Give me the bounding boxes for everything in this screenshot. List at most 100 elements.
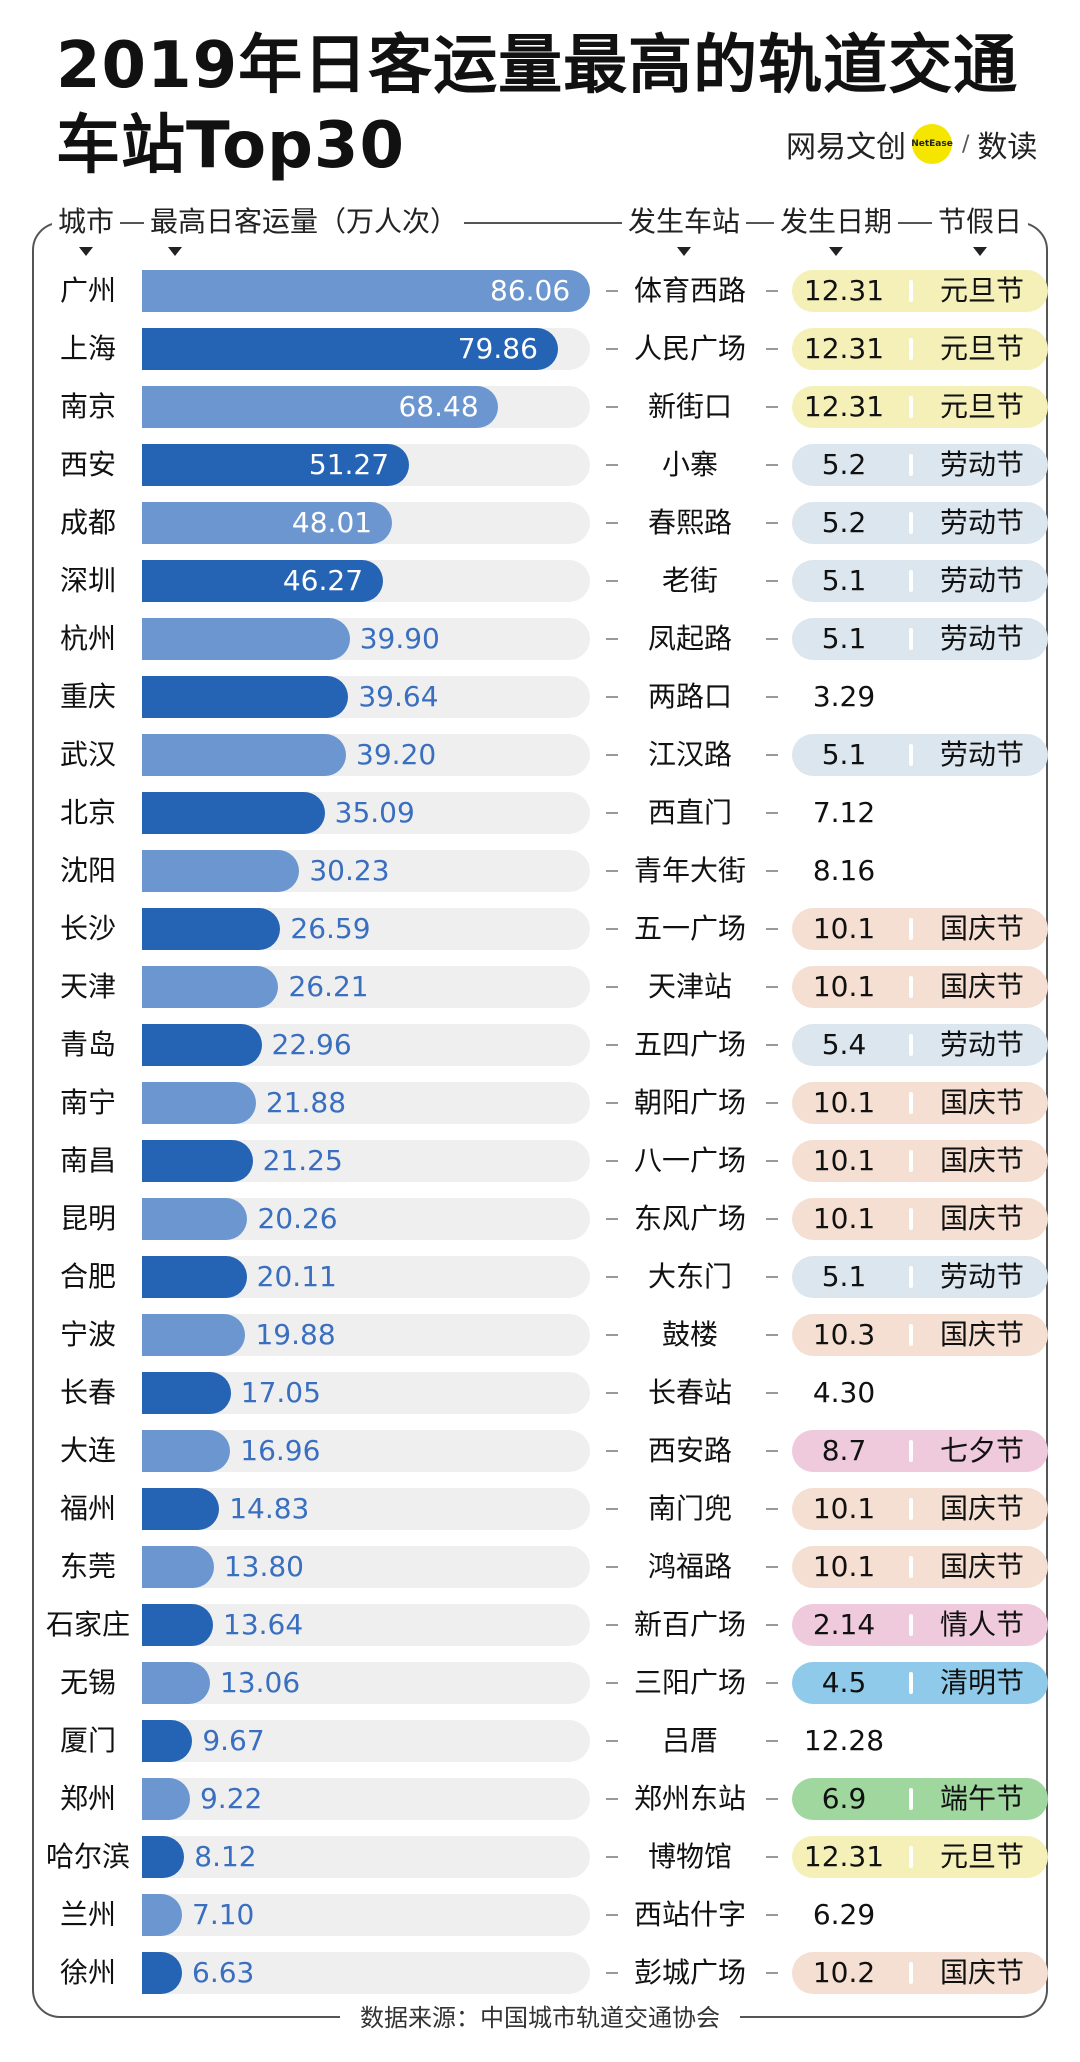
brand-logo: 网易文创 NetEase / 数读 — [786, 122, 1037, 166]
holiday-pill — [792, 618, 1048, 660]
station-label: 鸿福路 — [647, 1550, 732, 1583]
leader-dash — [606, 928, 618, 930]
station-label: 彭城广场 — [633, 1956, 746, 1989]
pill-separator — [909, 1440, 913, 1462]
table-row: 上海 79.86 人民广场 12.31 元旦节 — [0, 320, 1080, 378]
bar-track — [142, 1778, 590, 1820]
leader-dash — [766, 638, 778, 640]
city-label: 杭州 — [59, 622, 116, 655]
pill-separator — [909, 1498, 913, 1520]
bar — [142, 1024, 262, 1066]
bar — [142, 1256, 247, 1298]
holiday-label: 国庆节 — [939, 1202, 1024, 1235]
leader-dash — [766, 1566, 778, 1568]
table-row: 南昌 21.25 八一广场 10.1 国庆节 — [0, 1132, 1080, 1190]
bar-track — [142, 1662, 590, 1704]
date-label: 12.31 — [803, 332, 885, 365]
bar — [142, 966, 279, 1008]
leader-dash — [766, 348, 778, 350]
date-label: 5.2 — [821, 448, 867, 481]
holiday-label: 端午节 — [939, 1782, 1024, 1815]
leader-dash — [606, 406, 618, 408]
bar — [142, 908, 281, 950]
bar — [142, 792, 325, 834]
leader-dash — [606, 464, 618, 466]
column-header-date: 发生日期 — [774, 202, 899, 256]
leader-dash — [606, 1044, 618, 1046]
table-row: 深圳 46.27 老街 5.1 劳动节 — [0, 552, 1080, 610]
leader-dash — [606, 1972, 618, 1974]
leader-dash — [606, 696, 618, 698]
bar — [142, 1778, 190, 1820]
holiday-label: 国庆节 — [939, 1318, 1024, 1351]
pill-separator — [909, 1846, 913, 1868]
city-label: 合肥 — [59, 1260, 116, 1293]
leader-dash — [766, 870, 778, 872]
bar — [142, 850, 300, 892]
holiday-label: 元旦节 — [939, 274, 1024, 307]
leader-dash — [606, 812, 618, 814]
sort-arrow-icon — [973, 247, 987, 256]
table-row: 重庆 39.64 两路口 3.29 — [0, 668, 1080, 726]
column-header-holiday: 节假日 — [932, 202, 1029, 256]
date-label: 4.5 — [821, 1666, 867, 1699]
data-label: 17.05 — [240, 1376, 321, 1409]
holiday-pill — [792, 444, 1048, 486]
holiday-label: 国庆节 — [939, 1956, 1024, 1989]
holiday-label: 元旦节 — [939, 1840, 1024, 1873]
pill-separator — [909, 1614, 913, 1636]
column-header-holiday-label: 节假日 — [938, 205, 1023, 238]
holiday-pill — [792, 1662, 1048, 1704]
pill-separator — [909, 1150, 913, 1172]
station-label: 郑州东站 — [633, 1782, 746, 1815]
pill-separator — [909, 454, 913, 476]
holiday-pill — [792, 1836, 1048, 1878]
date-label: 10.2 — [812, 1956, 876, 1989]
holiday-pill — [792, 1140, 1048, 1182]
chart-title: 2019年日客运量最高的轨道交通车站Top30 — [56, 29, 1019, 183]
holiday-label: 劳动节 — [939, 1028, 1024, 1061]
table-row: 福州 14.83 南门兜 10.1 国庆节 — [0, 1480, 1080, 1538]
data-label: 39.90 — [359, 622, 440, 655]
holiday-label: 国庆节 — [939, 1492, 1024, 1525]
data-label: 39.20 — [356, 738, 437, 771]
leader-dash — [606, 1334, 618, 1336]
data-label: 26.59 — [290, 912, 371, 945]
table-row: 青岛 22.96 五四广场 5.4 劳动节 — [0, 1016, 1080, 1074]
station-label: 天津站 — [647, 970, 732, 1003]
column-header-date-label: 发生日期 — [780, 205, 893, 238]
sort-arrow-icon — [677, 247, 691, 256]
leader-dash — [606, 1218, 618, 1220]
city-label: 昆明 — [59, 1202, 116, 1235]
leader-dash — [766, 1856, 778, 1858]
column-header-value: 最高日客运量（万人次） — [144, 202, 465, 256]
bar — [142, 1836, 185, 1878]
pill-separator — [909, 1324, 913, 1346]
holiday-pill — [792, 966, 1048, 1008]
leader-dash — [766, 580, 778, 582]
bar — [142, 734, 347, 776]
holiday-pill — [792, 1198, 1048, 1240]
leader-dash — [766, 696, 778, 698]
table-row: 天津 26.21 天津站 10.1 国庆节 — [0, 958, 1080, 1016]
leader-dash — [766, 1102, 778, 1104]
city-label: 广州 — [59, 274, 116, 307]
holiday-pill — [792, 1314, 1048, 1356]
data-label: 48.01 — [291, 506, 373, 539]
table-row: 杭州 39.90 凤起路 5.1 劳动节 — [0, 610, 1080, 668]
leader-dash — [606, 1914, 618, 1916]
leader-dash — [606, 1798, 618, 1800]
leader-dash — [606, 1276, 618, 1278]
station-label: 春熙路 — [647, 506, 732, 539]
date-label: 4.30 — [812, 1376, 876, 1409]
holiday-pill — [792, 1546, 1048, 1588]
data-label: 21.88 — [265, 1086, 347, 1119]
pill-separator — [909, 1788, 913, 1810]
data-label: 86.06 — [490, 274, 571, 307]
brand-name-netease: 网易文创 — [786, 130, 906, 165]
data-label: 13.80 — [223, 1550, 304, 1583]
leader-dash — [766, 1160, 778, 1162]
leader-dash — [766, 1450, 778, 1452]
header-rule — [744, 222, 774, 224]
